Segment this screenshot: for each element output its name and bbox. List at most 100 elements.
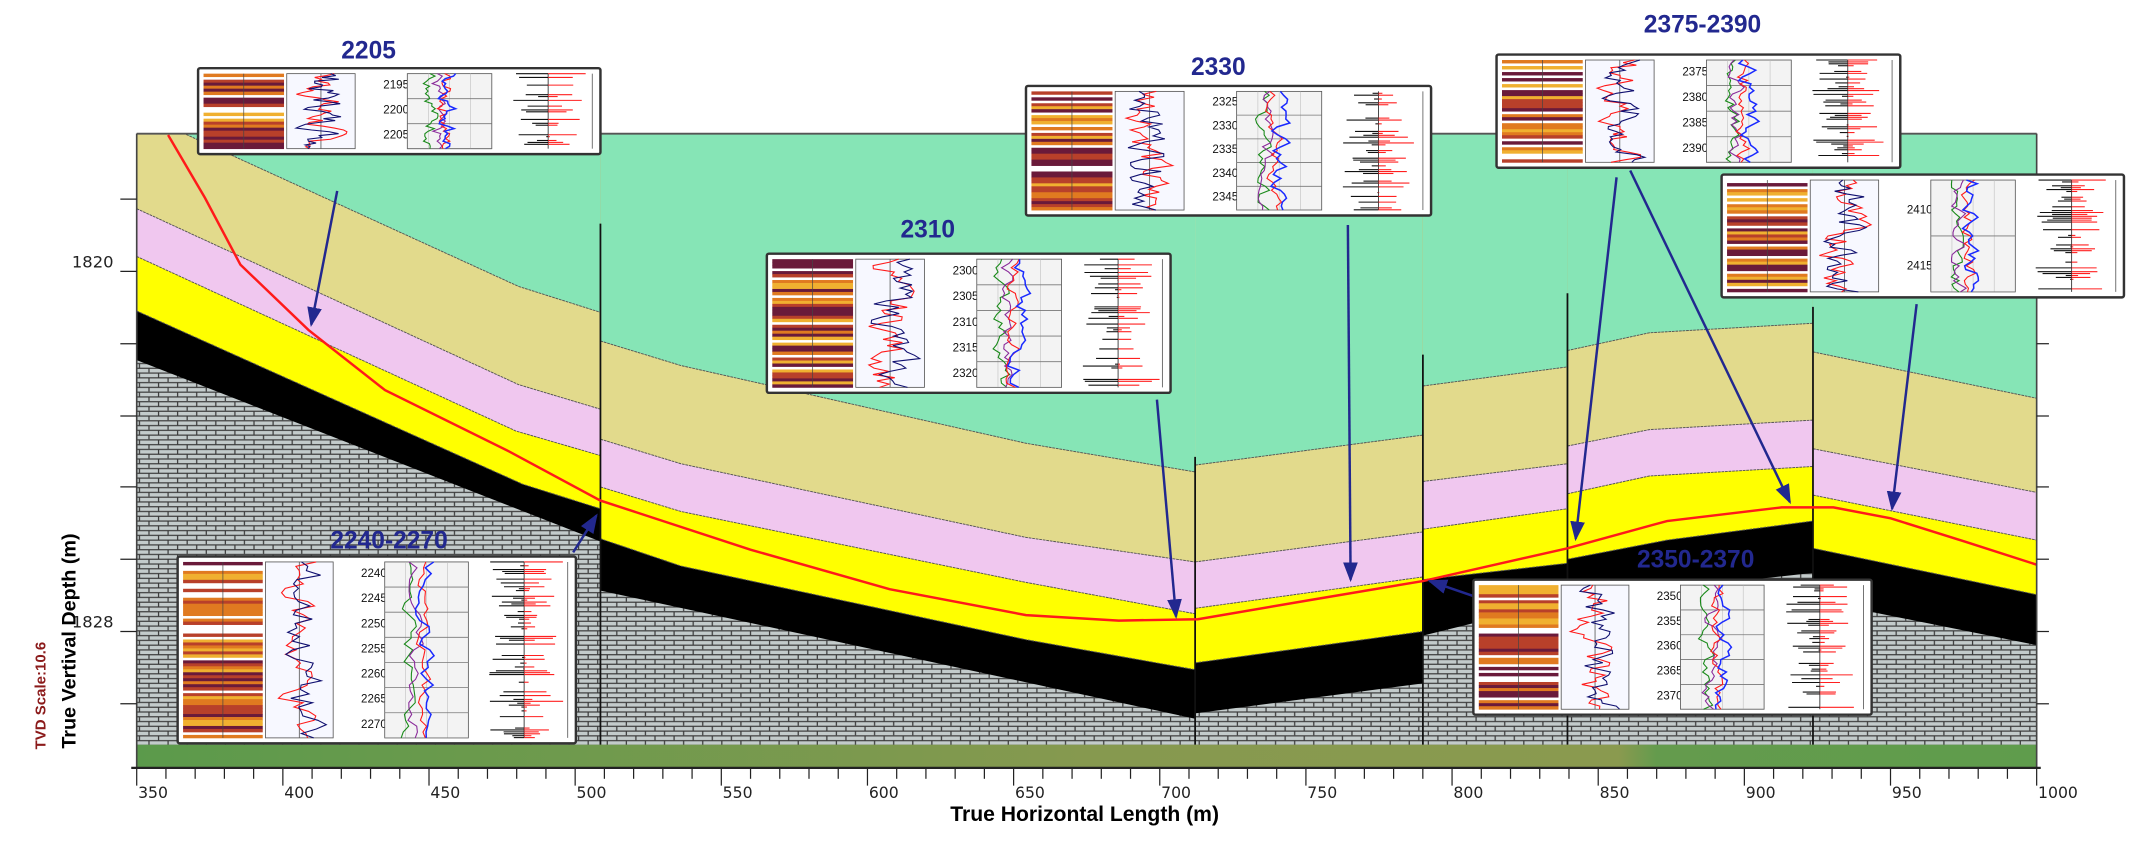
log-curve — [277, 561, 317, 739]
waveform-track — [489, 561, 569, 739]
log-curve — [437, 73, 458, 150]
x-tick-label: 450 — [430, 783, 460, 802]
multi-curve-track — [976, 258, 1062, 389]
log-inset[interactable]: 2240 2245 2250 2255 2260 2265 2270 — [176, 555, 578, 745]
x-tick-label: 500 — [577, 783, 607, 802]
depth-label: 2255 — [361, 643, 387, 655]
log-curve — [1000, 258, 1014, 388]
depth-label: 2355 — [1657, 616, 1683, 628]
depth-label: 2340 — [1212, 168, 1238, 180]
log-curve — [284, 561, 328, 739]
green-layer — [136, 133, 601, 313]
waveform-track — [1812, 59, 1893, 163]
annotation-arrows — [307, 169, 1918, 619]
log-inset[interactable]: 2350 2355 2360 2365 2370 — [1472, 578, 1873, 716]
inset-depth-title: 2350-2370 — [1637, 546, 1754, 573]
depth-label: 2195 — [383, 80, 409, 92]
waveform-track — [1082, 258, 1163, 388]
inset-depth-title: 2310 — [900, 216, 955, 243]
layer-boundary — [1567, 419, 1814, 447]
log-curve — [430, 73, 447, 150]
arrow — [1427, 579, 1474, 598]
layer-boundary — [600, 486, 1196, 615]
log-inset[interactable]: 2410 2415 — [1720, 173, 2126, 299]
depth-label: 2360 — [1657, 641, 1683, 653]
depth-label: 2200 — [383, 105, 409, 117]
log-curve — [870, 258, 922, 388]
arrow — [572, 513, 598, 554]
depth-label: 2415 — [1907, 261, 1933, 273]
depth-label: 2240 — [361, 568, 387, 580]
depth-label: 2345 — [1212, 192, 1238, 204]
layer-boundary — [136, 208, 601, 410]
log-inset[interactable]: 2195 2200 2205 — [196, 66, 602, 156]
waveform-track — [2035, 179, 2117, 292]
resistivity-track — [1560, 584, 1630, 710]
log-curve — [1961, 179, 1980, 293]
green-layer — [1422, 133, 1568, 386]
layer-boundary — [1422, 366, 1568, 387]
layer-boundary — [1812, 351, 2037, 399]
log-inset[interactable]: 2375 2380 2385 2390 — [1495, 53, 1902, 169]
x-tick-label: 950 — [1892, 783, 1922, 802]
multi-curve-track — [1930, 179, 2016, 293]
arrow — [1886, 304, 1918, 512]
image-log-track — [1727, 180, 1808, 293]
y-tick-label: 1820 — [72, 252, 114, 271]
multi-curve-track — [1236, 90, 1323, 211]
log-curve — [422, 73, 439, 149]
log-curve — [1697, 584, 1715, 710]
log-curve — [296, 73, 348, 150]
depth-label: 2350 — [1657, 591, 1683, 603]
log-curve — [1257, 90, 1275, 211]
y-axis-title: True Vertival Depth (m) — [58, 533, 80, 748]
arrow — [1343, 225, 1358, 583]
x-tick-label: 600 — [869, 783, 899, 802]
x-axis: 350 400 450 500 550 600 650 700 750 800 850 900 950 1… — [136, 767, 2078, 802]
log-curve — [1950, 179, 1964, 293]
image-log-track — [1478, 585, 1559, 710]
depth-label: 2205 — [383, 130, 409, 142]
layer-boundary — [1195, 531, 1423, 563]
waveform-track — [513, 73, 593, 149]
layer-boundary — [1195, 576, 1423, 609]
depth-label: 2410 — [1907, 205, 1933, 217]
x-tick-label: 1000 — [2038, 783, 2078, 802]
multi-curve-track — [1706, 59, 1792, 163]
depth-label: 2250 — [361, 618, 387, 630]
layer-boundary — [136, 310, 601, 510]
arrow — [1570, 177, 1618, 542]
inset-depth-title: 2330 — [1191, 54, 1246, 81]
inset-depth-title: 2205 — [341, 38, 396, 65]
depth-label: 2300 — [953, 266, 979, 278]
log-curve — [1006, 259, 1032, 389]
image-log-track — [203, 73, 285, 150]
image-log-track — [772, 259, 854, 388]
log-curve — [1254, 90, 1272, 211]
x-tick-label: 850 — [1600, 783, 1630, 802]
log-curve — [1264, 90, 1284, 211]
layer-boundary — [1812, 448, 2037, 493]
depth-label: 2310 — [953, 317, 979, 329]
log-curve — [1710, 585, 1724, 710]
depth-label: 2305 — [953, 291, 979, 303]
multi-curve-track — [1680, 584, 1765, 710]
resistivity-track — [1114, 90, 1185, 211]
tvd-scale-label: TVD Scale:10.6 — [32, 642, 49, 750]
depth-label: 2270 — [361, 719, 387, 731]
log-curve — [1727, 59, 1745, 163]
depth-label: 2325 — [1212, 97, 1238, 109]
depth-label: 2320 — [953, 368, 979, 380]
image-log-track — [1031, 91, 1113, 211]
layer-boundary — [1422, 508, 1568, 530]
depth-label: 2330 — [1212, 120, 1238, 132]
log-curve — [1950, 179, 1968, 293]
log-inset[interactable]: 2300 2305 2310 2315 2320 — [765, 252, 1172, 395]
log-curve — [415, 561, 432, 739]
x-tick-label: 800 — [1453, 783, 1483, 802]
resistivity-track — [1585, 59, 1655, 163]
log-inset[interactable]: 2325 2330 2335 2340 2345 — [1024, 84, 1433, 217]
log-curve — [1737, 59, 1761, 163]
x-tick-label: 750 — [1307, 783, 1337, 802]
depth-label: 2370 — [1657, 690, 1683, 702]
